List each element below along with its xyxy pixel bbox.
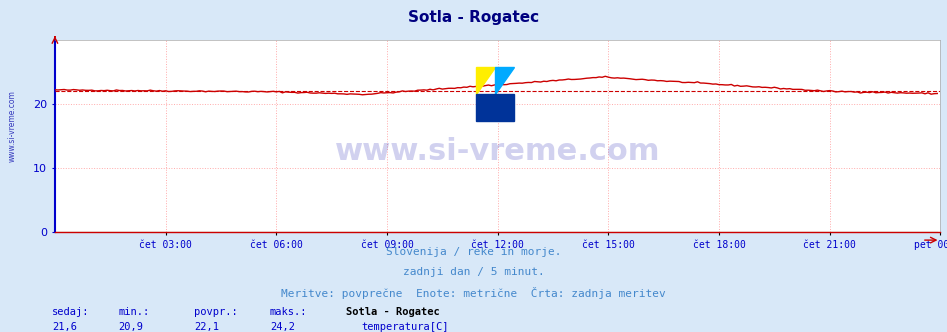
Polygon shape bbox=[475, 67, 495, 94]
Text: Meritve: povprečne  Enote: metrične  Črta: zadnja meritev: Meritve: povprečne Enote: metrične Črta:… bbox=[281, 287, 666, 299]
Text: temperatura[C]: temperatura[C] bbox=[362, 322, 449, 332]
Text: Slovenija / reke in morje.: Slovenija / reke in morje. bbox=[385, 247, 562, 257]
FancyBboxPatch shape bbox=[475, 94, 514, 121]
Polygon shape bbox=[495, 67, 514, 94]
Text: povpr.:: povpr.: bbox=[194, 307, 238, 317]
Text: sedaj:: sedaj: bbox=[52, 307, 90, 317]
Text: 24,2: 24,2 bbox=[270, 322, 295, 332]
Text: Sotla - Rogatec: Sotla - Rogatec bbox=[408, 10, 539, 25]
Text: maks.:: maks.: bbox=[270, 307, 308, 317]
Text: min.:: min.: bbox=[118, 307, 150, 317]
Text: www.si-vreme.com: www.si-vreme.com bbox=[8, 90, 17, 162]
Text: 21,6: 21,6 bbox=[52, 322, 77, 332]
Text: zadnji dan / 5 minut.: zadnji dan / 5 minut. bbox=[402, 267, 545, 277]
Text: Sotla - Rogatec: Sotla - Rogatec bbox=[346, 307, 439, 317]
Text: 20,9: 20,9 bbox=[118, 322, 143, 332]
Text: 22,1: 22,1 bbox=[194, 322, 219, 332]
Text: www.si-vreme.com: www.si-vreme.com bbox=[335, 137, 660, 166]
